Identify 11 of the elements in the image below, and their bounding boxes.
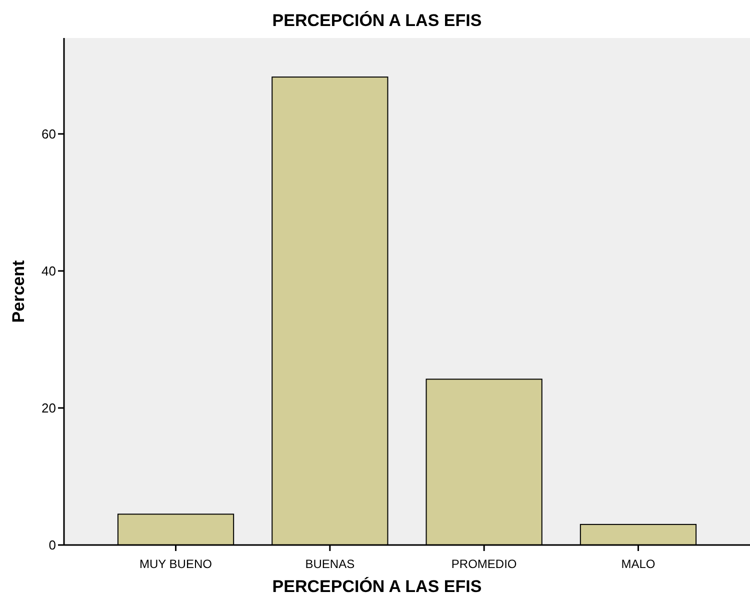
y-tick-label: 40	[42, 263, 56, 278]
y-tick-label: 60	[42, 126, 56, 142]
x-tick-label: MUY BUENO	[140, 557, 212, 571]
y-tick-label: 20	[42, 400, 56, 416]
y-tick-label: 0	[48, 538, 56, 553]
chart-title: PERCEPCIÓN A LAS EFIS	[272, 10, 482, 30]
x-axis-title: PERCEPCIÓN A LAS EFIS	[272, 576, 482, 596]
x-tick-label: MALO	[621, 557, 656, 571]
x-tick-label: BUENAS	[305, 557, 355, 571]
x-tick-label: PROMEDIO	[451, 557, 517, 571]
y-axis-title: Percent	[9, 260, 28, 323]
